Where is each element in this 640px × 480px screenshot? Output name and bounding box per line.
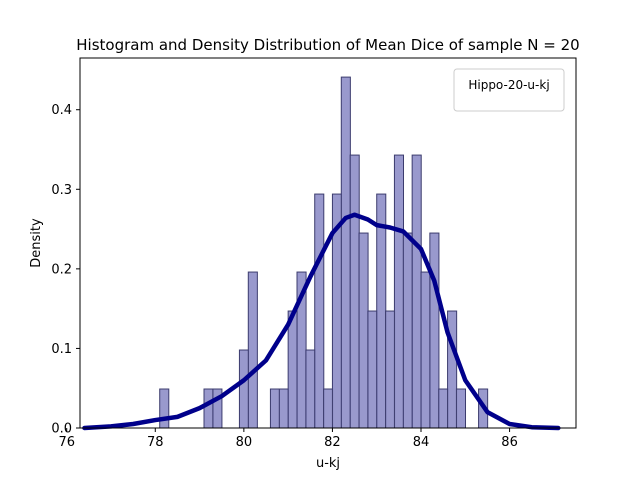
- x-tick-label: 82: [324, 435, 341, 450]
- histogram-bar: [429, 232, 440, 429]
- y-axis-label: Density: [29, 218, 44, 268]
- density-curve-layer: [82, 212, 561, 431]
- histogram-bar: [287, 310, 298, 429]
- x-axis-label: u-kj: [316, 456, 340, 471]
- histogram-bar: [385, 310, 396, 429]
- y-tick-label: 0.0: [51, 422, 72, 437]
- x-tick-label: 84: [413, 435, 430, 450]
- histogram-bar: [420, 271, 431, 429]
- histogram-bars: [159, 76, 489, 429]
- y-tick-label: 0.3: [51, 183, 72, 198]
- x-tick-label: 76: [58, 435, 75, 450]
- histogram-bar: [340, 76, 351, 429]
- histogram-bar: [159, 388, 170, 429]
- histogram-bar: [367, 310, 378, 429]
- histogram-bar: [349, 154, 360, 429]
- histogram-bar: [278, 388, 289, 429]
- density-curve: [82, 212, 561, 431]
- histogram-bar: [438, 388, 449, 429]
- histogram-bar: [402, 232, 413, 429]
- histogram-bar: [269, 388, 281, 429]
- histogram-bar: [305, 349, 316, 429]
- chart-title: Histogram and Density Distribution of Me…: [76, 36, 579, 54]
- x-axis-ticks: 76 78 80 82 84 86: [58, 428, 518, 450]
- y-tick-label: 0.1: [51, 342, 72, 357]
- legend-box: [453, 68, 565, 112]
- histogram-bar: [203, 388, 214, 429]
- histogram-bar: [358, 232, 369, 429]
- y-axis-ticks: 0.0 0.1 0.2 0.3 0.4: [51, 103, 80, 437]
- y-tick-label: 0.2: [51, 262, 72, 277]
- histogram-bar: [447, 310, 458, 429]
- histogram-bar: [238, 349, 250, 429]
- x-tick-label: 78: [147, 435, 164, 450]
- x-tick-label: 86: [501, 435, 518, 450]
- plot-frame: [79, 57, 577, 429]
- x-tick-label: 80: [236, 435, 253, 450]
- legend-entry: Hippo-20-u-kj: [468, 78, 549, 92]
- histogram-bar: [247, 271, 258, 429]
- histogram-bar: [411, 154, 422, 429]
- histogram-bar: [393, 154, 405, 429]
- histogram-bar: [455, 388, 467, 429]
- histogram-bar: [314, 193, 325, 429]
- histogram-bar: [323, 388, 334, 429]
- y-tick-label: 0.4: [51, 103, 72, 118]
- legend: Hippo-20-u-kj: [453, 68, 565, 112]
- histogram-bar: [376, 193, 387, 429]
